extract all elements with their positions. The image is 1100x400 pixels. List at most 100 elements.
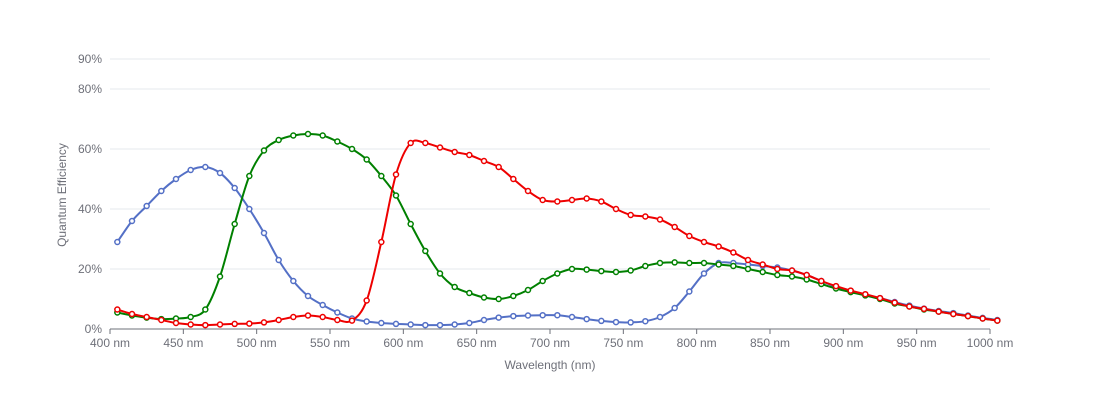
data-point [759, 268, 766, 276]
data-point [275, 256, 282, 264]
data-point [246, 320, 253, 327]
data-point [363, 318, 370, 325]
data-point [583, 195, 590, 202]
data-point [172, 175, 180, 183]
data-point [114, 238, 121, 246]
x-tick-label: 500 nm [237, 336, 277, 350]
data-point [260, 229, 268, 237]
axes: 0% 20% 40% 60% 80% 90% 400 nm 450 nm 500 nm 550 n… [78, 52, 1013, 350]
data-point [143, 313, 150, 321]
data-point [744, 265, 752, 273]
data-point [319, 132, 326, 139]
data-point [260, 147, 268, 154]
data-point [920, 305, 928, 313]
x-tick-label: 900 nm [823, 336, 863, 350]
data-point [348, 145, 356, 153]
data-point [480, 157, 488, 165]
data-point [202, 163, 209, 171]
data-point [788, 267, 796, 274]
data-point [202, 321, 209, 329]
data-point [964, 312, 972, 320]
data-point [495, 295, 502, 303]
data-point [334, 138, 341, 145]
data-point [216, 321, 224, 328]
data-point [319, 313, 326, 321]
data-point [788, 273, 796, 280]
data-point [378, 319, 385, 327]
series-1 [114, 163, 1001, 329]
data-point [304, 312, 312, 319]
series-layer [114, 130, 1001, 329]
data-point [686, 232, 693, 240]
x-tick-label: 750 nm [603, 336, 643, 350]
data-point [730, 249, 737, 256]
data-point [128, 217, 136, 225]
grid-lines [110, 58, 990, 270]
x-tick-label: 700 nm [530, 336, 570, 350]
data-point [143, 202, 150, 210]
data-point [231, 320, 238, 328]
data-point [671, 304, 678, 312]
x-tick-label: 400 nm [90, 336, 130, 350]
y-tick-label: 90% [78, 52, 102, 66]
series-3 [114, 139, 1001, 329]
data-point [114, 306, 121, 313]
data-point [466, 289, 473, 297]
data-point [216, 273, 224, 280]
data-point [172, 319, 180, 327]
data-point [744, 256, 752, 264]
data-point [642, 317, 649, 325]
data-point [656, 313, 664, 321]
data-point [128, 310, 136, 318]
data-point [466, 319, 473, 327]
data-point [334, 309, 341, 316]
data-point [436, 144, 444, 151]
data-point [246, 172, 253, 180]
data-point [378, 172, 385, 180]
data-point [642, 262, 649, 270]
data-point [642, 213, 649, 220]
data-point [612, 268, 620, 276]
y-tick-label: 0% [85, 322, 103, 336]
data-point [774, 265, 781, 273]
x-axis-title: Wavelength (nm) [505, 358, 596, 372]
data-point [466, 151, 473, 159]
data-point [451, 321, 458, 328]
data-point [275, 136, 282, 144]
data-point [436, 270, 444, 277]
y-tick-label: 40% [78, 202, 102, 216]
data-point [979, 315, 986, 322]
x-tick-label: 800 nm [677, 336, 717, 350]
y-axis-title: Quantum Efficiency [55, 143, 69, 247]
data-point [832, 282, 840, 290]
data-point [876, 294, 884, 302]
x-tick-label: 850 nm [750, 336, 790, 350]
data-point [422, 321, 429, 329]
data-point [158, 316, 165, 324]
y-tick-label: 60% [78, 142, 102, 156]
data-point [510, 292, 517, 300]
data-point [290, 277, 297, 285]
data-point [554, 198, 561, 205]
data-point [774, 271, 781, 279]
data-point [304, 130, 312, 138]
data-point [436, 321, 444, 329]
data-point [451, 283, 458, 291]
series-line [116, 165, 998, 327]
data-point [568, 265, 576, 273]
data-point [862, 290, 869, 298]
data-point [378, 238, 385, 246]
data-point [612, 205, 620, 213]
x-tick-label: 950 nm [897, 336, 937, 350]
data-point [407, 321, 414, 328]
data-point [246, 205, 253, 213]
data-point [715, 243, 722, 250]
data-point [290, 132, 297, 139]
data-point [524, 187, 532, 195]
data-point [480, 294, 488, 301]
data-point [568, 313, 576, 321]
data-point [451, 148, 458, 156]
data-point [510, 312, 517, 320]
data-point [598, 317, 605, 325]
data-point [539, 311, 546, 319]
